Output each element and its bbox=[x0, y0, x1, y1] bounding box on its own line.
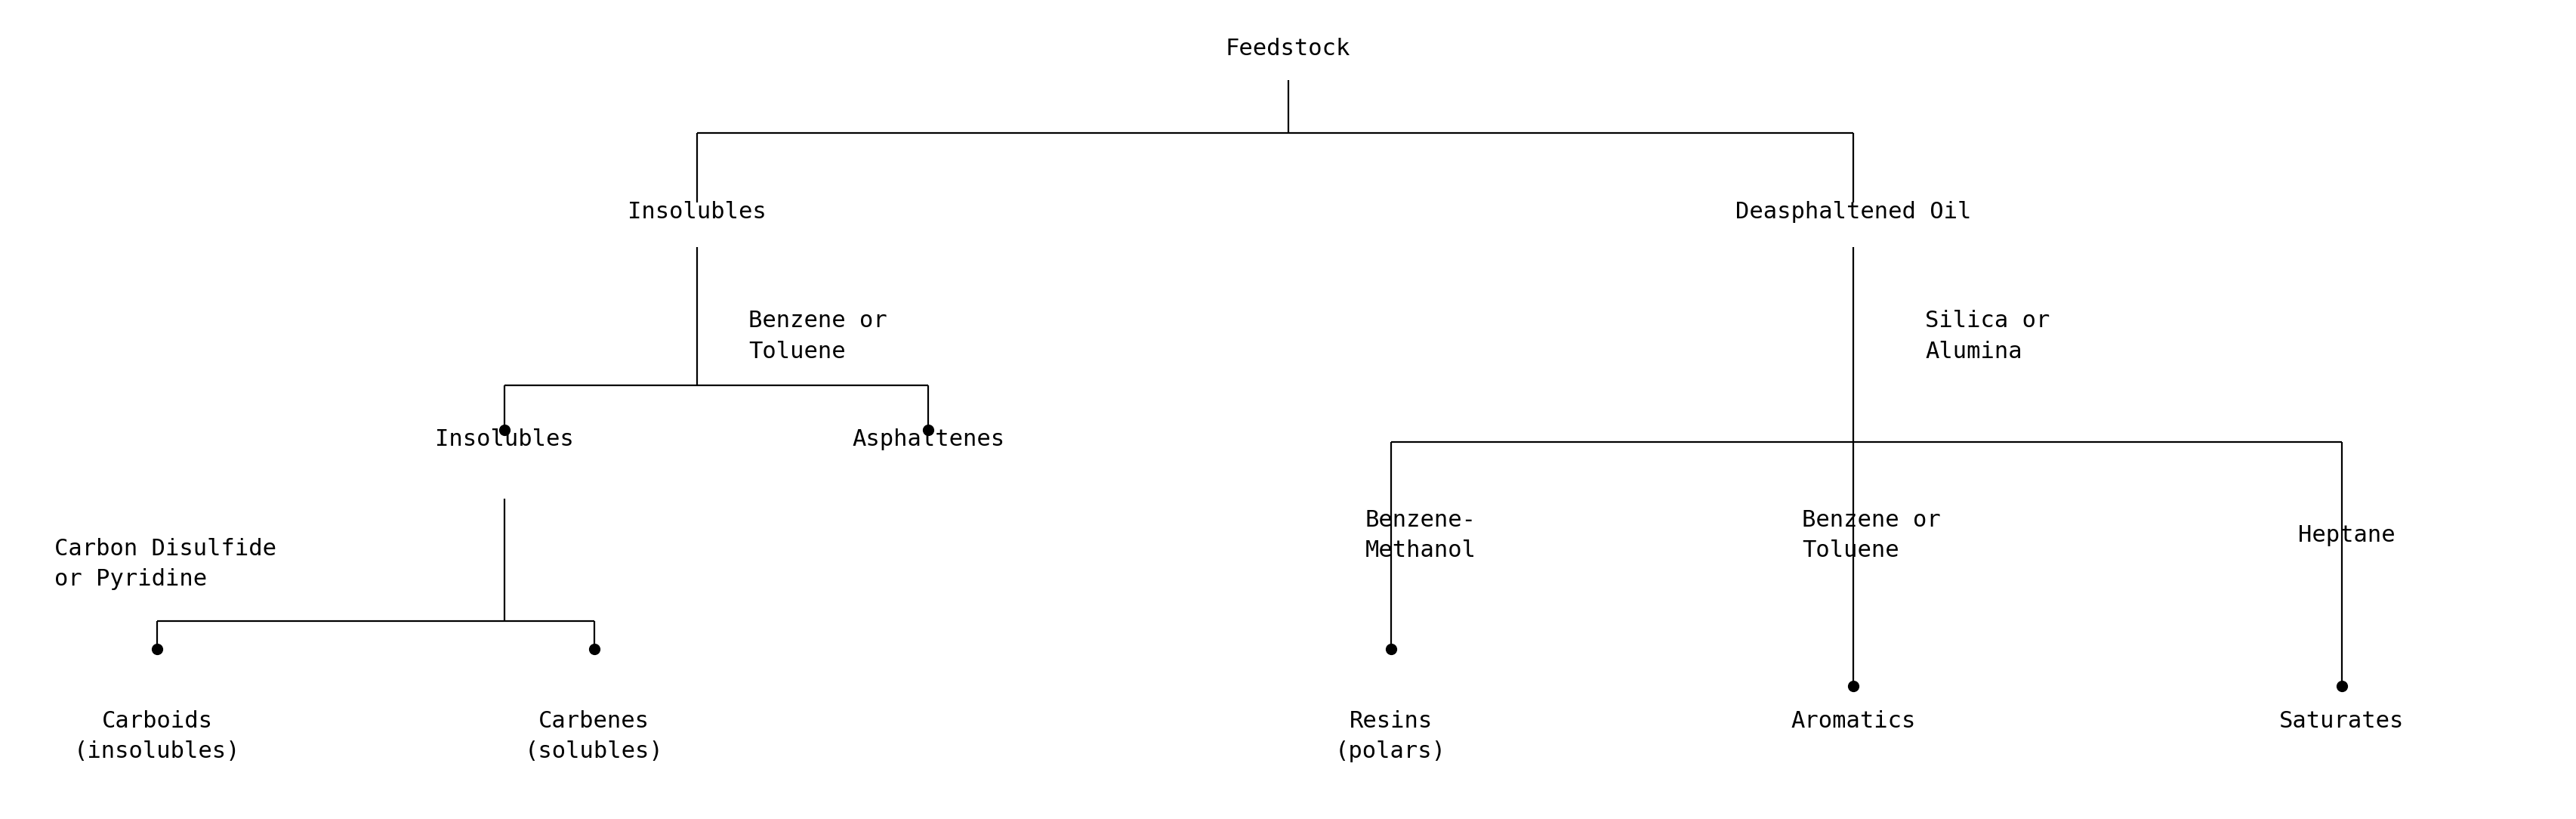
Text: Resins
(polars): Resins (polars) bbox=[1334, 710, 1445, 762]
Text: Benzene or
Toluene: Benzene or Toluene bbox=[750, 310, 886, 363]
Text: Carbon Disulfide
or Pyridine: Carbon Disulfide or Pyridine bbox=[54, 537, 276, 590]
Text: Carboids
(insolubles): Carboids (insolubles) bbox=[75, 710, 240, 762]
Point bbox=[1832, 679, 1873, 692]
Point bbox=[907, 423, 948, 437]
Point bbox=[2321, 679, 2362, 692]
Text: Aromatics: Aromatics bbox=[1790, 710, 1917, 732]
Point bbox=[137, 643, 178, 656]
Text: Saturates: Saturates bbox=[2280, 710, 2403, 732]
Text: Insolubles: Insolubles bbox=[435, 428, 574, 450]
Text: Benzene or
Toluene: Benzene or Toluene bbox=[1803, 509, 1940, 562]
Text: Deasphaltened Oil: Deasphaltened Oil bbox=[1736, 201, 1971, 223]
Text: Insolubles: Insolubles bbox=[629, 201, 765, 223]
Text: Silica or
Alumina: Silica or Alumina bbox=[1924, 310, 2050, 363]
Text: Asphaltenes: Asphaltenes bbox=[853, 428, 1005, 450]
Point bbox=[574, 643, 616, 656]
Text: Carbenes
(solubles): Carbenes (solubles) bbox=[526, 710, 665, 762]
Text: Benzene-
Methanol: Benzene- Methanol bbox=[1365, 509, 1476, 562]
Point bbox=[1370, 643, 1412, 656]
Point bbox=[484, 423, 526, 437]
Text: Heptane: Heptane bbox=[2298, 524, 2396, 546]
Text: Feedstock: Feedstock bbox=[1226, 38, 1350, 60]
